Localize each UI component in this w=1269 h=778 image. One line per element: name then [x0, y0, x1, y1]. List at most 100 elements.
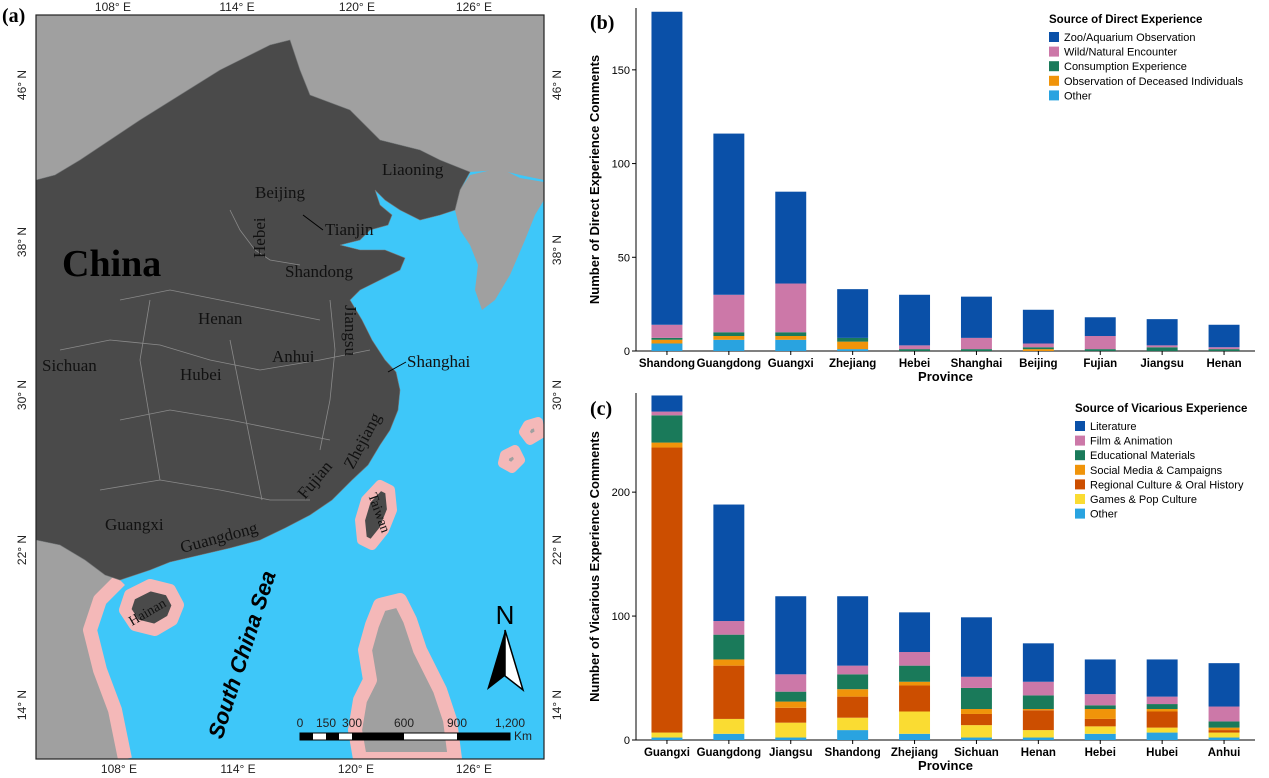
- label-tianjin: Tianjin: [325, 220, 374, 239]
- b-legend-label-wild-natural-encounter: Wild/Natural Encounter: [1064, 47, 1177, 59]
- c-legend-swatch-educational-materials: [1075, 450, 1085, 461]
- c-bar-hubei-regional-culture-oral-history: [1146, 711, 1178, 728]
- c-bar-shandong-educational-materials: [837, 674, 869, 690]
- label-hebei: Hebei: [250, 217, 269, 258]
- scale-label-150: 150: [316, 716, 336, 730]
- c-bar-jiangsu-educational-materials: [775, 691, 807, 702]
- coord-top-120: 120° E: [339, 0, 375, 14]
- c-bar-zhejiang-regional-culture-oral-history: [899, 685, 931, 712]
- c-legend-swatch-literature: [1075, 421, 1085, 431]
- c-bar-sichuan-social-media-campaigns: [960, 709, 992, 714]
- c-legend-swatch-games-pop-culture: [1075, 494, 1085, 504]
- c-bar-zhejiang-educational-materials: [899, 665, 931, 682]
- c-legend-label-social-media-campaigns: Social Media & Campaigns: [1090, 465, 1223, 477]
- c-bar-guangdong-film-animation: [713, 621, 745, 635]
- map-panel: (a): [2, 0, 564, 776]
- b-bar-guangdong-observation-of-deceased-individuals: [713, 336, 745, 340]
- b-bar-shandong-other: [651, 343, 683, 351]
- coord-top-114: 114° E: [219, 0, 254, 14]
- c-xtick-label-shandong: Shandong: [825, 747, 881, 759]
- c-bar-shandong-other: [837, 730, 869, 740]
- coord-left-22: 22° N: [15, 535, 29, 565]
- c-legend-swatch-film-animation: [1075, 435, 1085, 446]
- b-bar-henan-wild-natural-encounter: [1208, 347, 1240, 350]
- c-bar-shandong-regional-culture-oral-history: [837, 696, 869, 718]
- c-bar-jiangsu-regional-culture-oral-history: [775, 707, 807, 723]
- c-bar-guangxi-film-animation: [651, 411, 683, 416]
- c-bar-henan-regional-culture-oral-history: [1022, 710, 1054, 731]
- c-legend-label-games-pop-culture: Games & Pop Culture: [1090, 494, 1197, 506]
- c-bar-jiangsu-social-media-campaigns: [775, 701, 807, 708]
- scale-label-300: 300: [342, 716, 362, 730]
- b-legend-swatch-observation-of-deceased-individuals: [1049, 75, 1059, 86]
- panel-label-a: (a): [2, 5, 25, 27]
- shanghai-leader: [387, 361, 407, 373]
- c-bar-anhui-film-animation: [1208, 706, 1240, 722]
- b-xtick-label-henan: Henan: [1206, 358, 1241, 370]
- scale-label-0: 0: [297, 716, 304, 730]
- b-bar-guangdong-consumption-experience: [713, 332, 745, 337]
- b-xtick-label-hebei: Hebei: [899, 358, 930, 370]
- coord-right-38: 38° N: [550, 235, 564, 265]
- b-legend-swatch-zoo-aquarium-observation: [1049, 32, 1059, 42]
- island-2: [519, 417, 544, 445]
- panel-label-b: (b): [590, 12, 614, 34]
- c-xtick-label-jiangsu: Jiangsu: [769, 747, 812, 759]
- coord-left-30: 30° N: [15, 380, 29, 410]
- label-liaoning: Liaoning: [382, 160, 444, 179]
- b-bar-guangxi-other: [775, 339, 807, 351]
- b-bar-zhejiang-consumption-experience: [837, 337, 869, 342]
- c-xtick-label-sichuan: Sichuan: [954, 747, 999, 759]
- b-xtick-label-shandong: Shandong: [639, 358, 695, 370]
- coord-right-22: 22° N: [550, 535, 564, 565]
- c-bar-hebei-other: [1084, 733, 1116, 740]
- scale-bar: 0 150 300 600 900 1,200 Km: [297, 716, 532, 743]
- c-xtick-label-guangxi: Guangxi: [644, 747, 690, 759]
- neighbor-korea: [455, 168, 544, 310]
- label-sichuan: Sichuan: [42, 356, 97, 375]
- c-legend-label-other: Other: [1090, 509, 1118, 521]
- tianjin-leader: [302, 214, 324, 231]
- c-ylabel: Number of Vicarious Experience Comments: [587, 431, 602, 702]
- coord-right-46: 46° N: [550, 70, 564, 100]
- b-bar-guangxi-observation-of-deceased-individuals: [775, 336, 807, 340]
- b-bar-guangxi-consumption-experience: [775, 332, 807, 337]
- c-xtick-label-guangdong: Guangdong: [697, 747, 762, 759]
- coord-right-14: 14° N: [550, 690, 564, 720]
- b-bar-henan-consumption-experience: [1208, 349, 1240, 351]
- c-legend-label-literature: Literature: [1090, 421, 1136, 433]
- b-legend-title: Source of Direct Experience: [1049, 14, 1202, 26]
- b-bar-guangxi-wild-natural-encounter: [775, 283, 807, 333]
- c-bar-hebei-social-media-campaigns: [1084, 709, 1116, 719]
- coord-top-108: 108° E: [95, 0, 131, 14]
- c-bar-guangdong-social-media-campaigns: [713, 659, 745, 666]
- b-bar-beijing-consumption-experience: [1022, 347, 1054, 350]
- c-bar-guangxi-other: [651, 737, 683, 740]
- b-bar-hebei-consumption-experience: [899, 349, 931, 351]
- coord-bottom-114: 114° E: [220, 762, 255, 776]
- b-xtick-label-shanghai: Shanghai: [951, 358, 1003, 370]
- coord-left-38: 38° N: [15, 227, 29, 257]
- c-xtick-label-anhui: Anhui: [1208, 747, 1241, 759]
- scale-label-1200: 1,200: [495, 716, 525, 730]
- c-bar-anhui-games-pop-culture: [1208, 732, 1240, 738]
- b-bar-henan-zoo-aquarium-observation: [1208, 324, 1240, 348]
- b-bar-shandong-wild-natural-encounter: [651, 324, 683, 338]
- c-bar-hubei-literature: [1146, 659, 1178, 697]
- b-bar-shanghai-consumption-experience: [960, 349, 992, 351]
- c-bar-shandong-literature: [837, 596, 869, 666]
- b-bar-beijing-wild-natural-encounter: [1022, 343, 1054, 348]
- label-hubei: Hubei: [180, 365, 222, 384]
- b-legend-label-observation-of-deceased-individuals: Observation of Deceased Individuals: [1064, 76, 1244, 88]
- c-bar-anhui-other: [1208, 737, 1240, 740]
- b-ytick-label-100: 100: [612, 159, 630, 171]
- label-henan: Henan: [198, 309, 243, 328]
- chart-direct-experience: 0 50 100 150 Shandong Guangdong Guangxi Zhejian…: [587, 8, 1255, 384]
- b-legend-label-other: Other: [1064, 90, 1092, 102]
- c-bar-hubei-film-animation: [1146, 696, 1178, 705]
- b-xtick-label-jiangsu: Jiangsu: [1140, 358, 1183, 370]
- coord-bottom-120: 120° E: [338, 762, 374, 776]
- c-bar-anhui-educational-materials: [1208, 721, 1240, 728]
- c-bar-guangdong-other: [713, 733, 745, 740]
- b-bar-fujian-wild-natural-encounter: [1084, 336, 1116, 350]
